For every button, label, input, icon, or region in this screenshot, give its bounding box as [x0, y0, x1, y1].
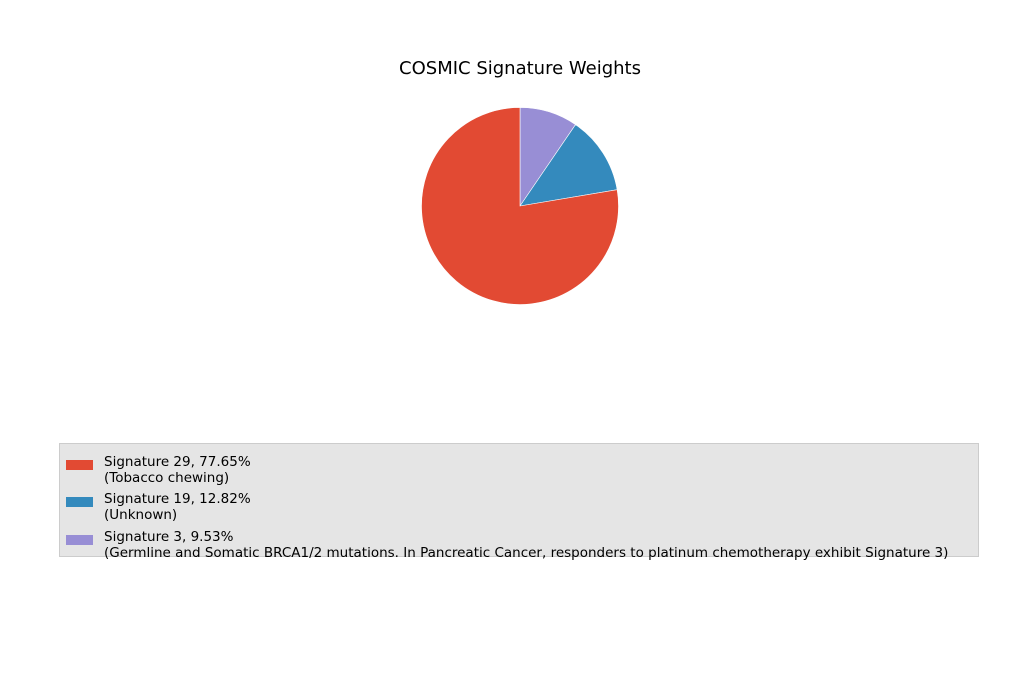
- legend-swatch-signature-29: [66, 460, 93, 470]
- chart-title: COSMIC Signature Weights: [399, 58, 641, 79]
- legend-text-signature-3: Signature 3, 9.53% (Germline and Somatic…: [104, 529, 948, 561]
- pie-slice-signature-19: [519, 124, 618, 207]
- legend-label: Signature 3, 9.53%: [104, 529, 234, 545]
- legend-text-signature-19: Signature 19, 12.82% (Unknown): [104, 491, 251, 523]
- legend-text-signature-29: Signature 29, 77.65% (Tobacco chewing): [104, 454, 251, 486]
- legend-description: (Unknown): [104, 507, 178, 523]
- legend-label: Signature 19, 12.82%: [104, 491, 251, 507]
- legend-description: (Tobacco chewing): [104, 470, 230, 486]
- legend-label: Signature 29, 77.65%: [104, 454, 251, 470]
- legend-description: (Germline and Somatic BRCA1/2 mutations.…: [104, 545, 949, 561]
- legend-swatch-signature-19: [66, 497, 93, 507]
- legend: Signature 29, 77.65% (Tobacco chewing) S…: [59, 443, 979, 561]
- pie-slice-signature-29: [421, 107, 619, 305]
- legend-swatch-signature-3: [66, 535, 93, 545]
